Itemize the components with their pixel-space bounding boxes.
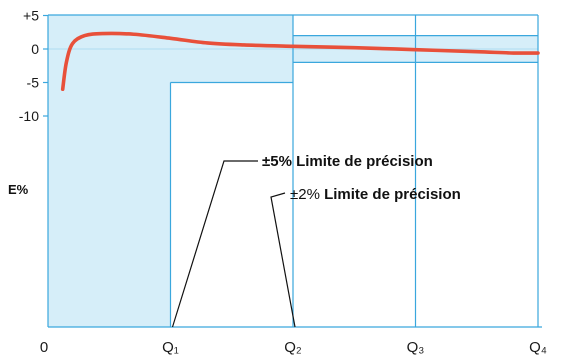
x-tick-label: Q₄ — [529, 339, 547, 356]
annotation-leaders — [171, 160, 296, 328]
x-tick-label: Q₁ — [162, 339, 179, 356]
boundary-lines — [48, 14, 539, 327]
x-tick-label: Q₃ — [407, 339, 425, 356]
band-5pct-lowflow — [48, 82, 171, 327]
y-tick-label: 0 — [31, 41, 39, 57]
annotation-5pct-label: Limite de précision — [292, 153, 433, 170]
y-tick-label: +5 — [23, 8, 39, 24]
y-tick-label: -10 — [19, 108, 39, 124]
annotation-2pct: ±2% Limite de précision — [290, 186, 461, 203]
x-tick-label: 0 — [40, 339, 48, 356]
y-tick-label: -5 — [27, 75, 40, 91]
leader-2pct — [270, 192, 296, 328]
error-curve — [60, 31, 540, 91]
series — [60, 31, 540, 91]
annotation-5pct: ±5% Limite de précision — [262, 153, 433, 170]
y-axis-label: E% — [8, 182, 29, 197]
x-tick-label: Q₂ — [284, 339, 302, 356]
annotation-2pct-value: ±2% — [290, 186, 320, 203]
y-ticks: +5 0 -5 -10 — [19, 8, 48, 124]
leader-5pct — [171, 160, 258, 328]
x-ticks: 0 Q₁ Q₂ Q₃ Q₄ — [40, 339, 547, 356]
annotation-2pct-label: Limite de précision — [320, 186, 461, 203]
annotation-5pct-value: ±5% — [262, 153, 292, 170]
